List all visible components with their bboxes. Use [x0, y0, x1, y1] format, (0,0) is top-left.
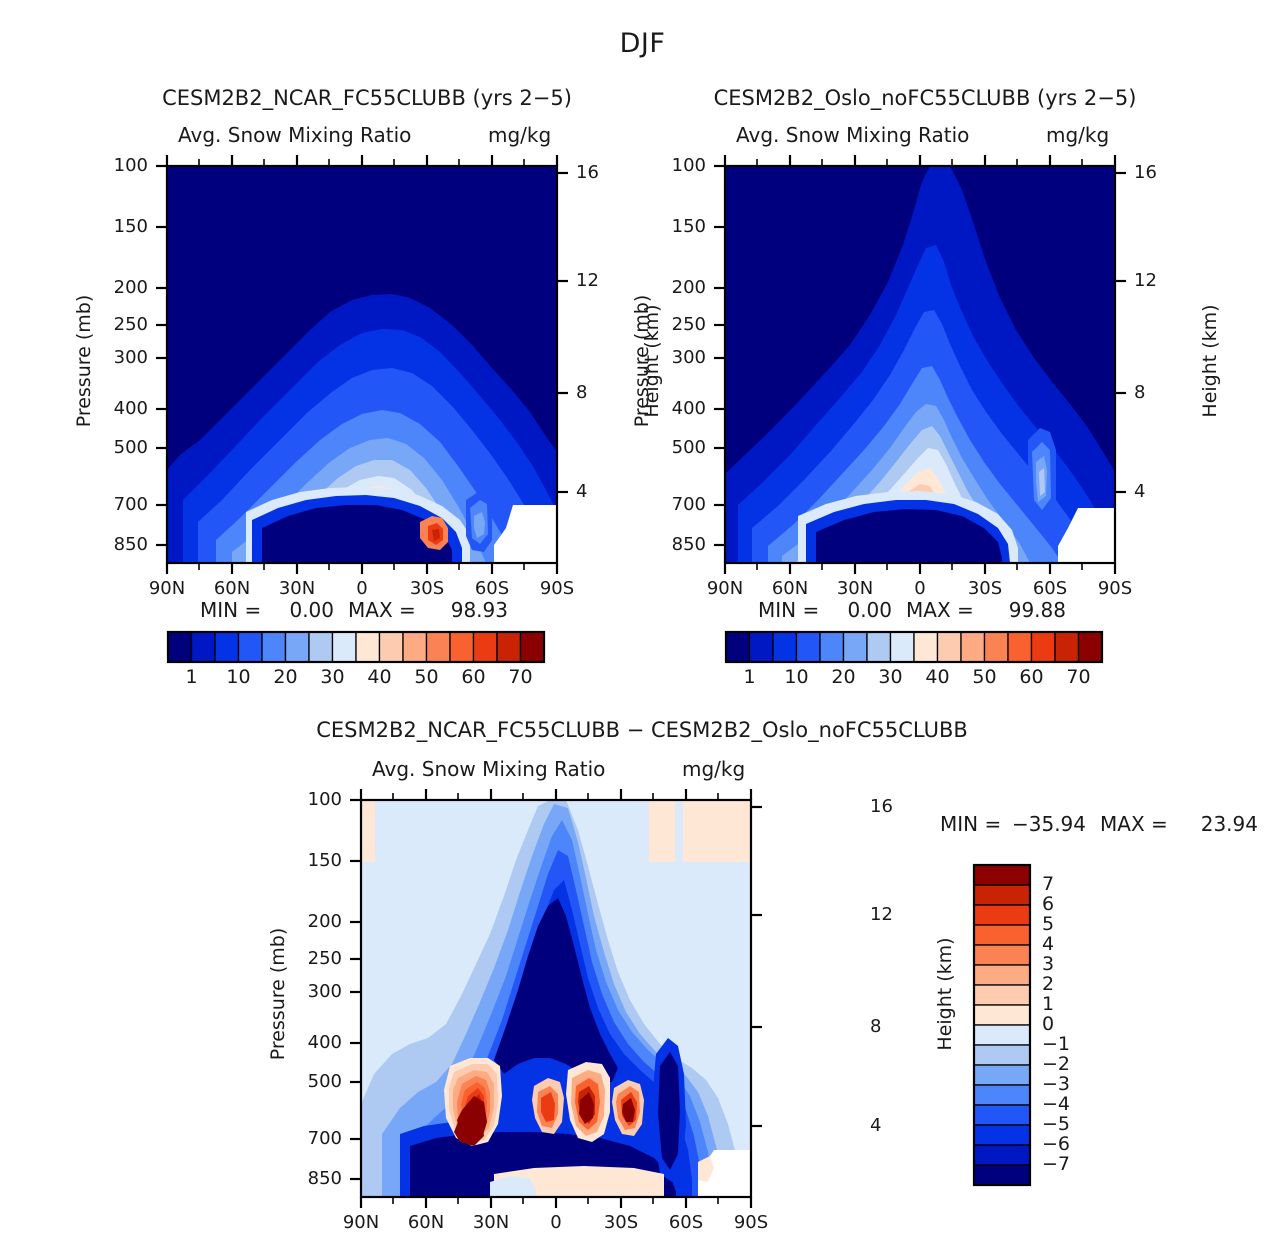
- colorbar-tick-label: 60: [1019, 666, 1044, 688]
- colorbar-tick-label: 20: [831, 666, 856, 688]
- colorbar-tick-label: 40: [925, 666, 950, 688]
- colorbar-tick-label: 10: [226, 666, 251, 688]
- colorbar-cell: [973, 1064, 1031, 1086]
- colorbar-tick-label: 70: [508, 666, 533, 688]
- colorbar-cell: [973, 1024, 1031, 1046]
- panel-title-diff: CESM2B2_NCAR_FC55CLUBB − CESM2B2_Oslo_no…: [316, 718, 968, 742]
- y-ticks-height-diff: [751, 805, 762, 1128]
- colorbar-cell: [973, 1124, 1031, 1146]
- colorbar-tick-label: −2: [1042, 1053, 1071, 1075]
- colorbar-tick-label: 3: [1042, 953, 1055, 975]
- plot-right[interactable]: [558, 0, 1258, 620]
- x-ticks-top-diff: [359, 789, 753, 800]
- colorbar-cell: [167, 631, 193, 663]
- colorbar-cell: [973, 1004, 1031, 1026]
- colorbar-tick-label: 1: [185, 666, 198, 688]
- season-title: DJF: [619, 28, 666, 59]
- panel-title-right: CESM2B2_Oslo_noFC55CLUBB (yrs 2−5): [713, 86, 1137, 110]
- colorbar-tick-label: −7: [1042, 1153, 1071, 1175]
- contour-field-right: [725, 166, 1115, 563]
- x-ticks-bottom-diff: [359, 1197, 753, 1208]
- colorbar-tick-label: −3: [1042, 1073, 1071, 1095]
- colorbar-tick-label: −4: [1042, 1093, 1071, 1115]
- colorbar-tick-label: 4: [1042, 933, 1055, 955]
- colorbar-cell: [973, 1044, 1031, 1066]
- colorbar-tick-label: 20: [273, 666, 298, 688]
- colorbar-horizontal-right[interactable]: [558, 0, 1258, 700]
- colorbar-tick-label: 30: [878, 666, 903, 688]
- panel-subtitle-diff-variable: Avg. Snow Mixing Ratio: [372, 757, 606, 781]
- y-ticks-height-left: [557, 171, 568, 494]
- colorbar-cell: [973, 1164, 1031, 1186]
- x-ticks-bottom-right: [723, 563, 1117, 574]
- colorbar-cell: [973, 1104, 1031, 1126]
- panel-subtitle-left-variable: Avg. Snow Mixing Ratio: [178, 123, 412, 147]
- colorbar-tick-label: 1: [1042, 993, 1055, 1015]
- panel-subtitle-right-units: mg/kg: [1046, 123, 1110, 147]
- y-ticks-pressure-diff: [350, 798, 361, 1181]
- colorbar-cell: [973, 1084, 1031, 1106]
- x-ticks-top-right: [723, 155, 1117, 166]
- colorbar-cell: [973, 864, 1031, 886]
- colorbar-tick-label: 0: [1042, 1013, 1055, 1035]
- colorbar-cell: [973, 1144, 1031, 1166]
- y-ticks-pressure-left: [156, 164, 167, 547]
- colorbar-cell: [973, 904, 1031, 926]
- colorbar-cell: [1007, 631, 1033, 663]
- colorbar-cell: [960, 631, 986, 663]
- colorbar-vertical-diff[interactable]: [960, 845, 1120, 1205]
- colorbar-cell: [973, 924, 1031, 946]
- colorbar-tick-label: 6: [1042, 893, 1055, 915]
- panel-subtitle-left-units: mg/kg: [488, 123, 552, 147]
- panel-subtitle-right-variable: Avg. Snow Mixing Ratio: [736, 123, 970, 147]
- colorbar-tick-label: 10: [784, 666, 809, 688]
- colorbar-tick-label: 7: [1042, 873, 1055, 895]
- contour-field-diff: [361, 800, 751, 1197]
- colorbar-tick-label: 5: [1042, 913, 1055, 935]
- colorbar-cell: [1030, 631, 1056, 663]
- colorbar-tick-label: 50: [414, 666, 439, 688]
- colorbar-tick-label: 30: [320, 666, 345, 688]
- colorbar-tick-label: 40: [367, 666, 392, 688]
- colorbar-cell: [973, 964, 1031, 986]
- colorbar-cell: [1077, 631, 1103, 663]
- colorbar-cell: [973, 944, 1031, 966]
- colorbar-tick-label: −1: [1042, 1033, 1071, 1055]
- colorbar-tick-label: −6: [1042, 1133, 1071, 1155]
- colorbar-cell: [973, 984, 1031, 1006]
- y-ticks-pressure-right: [714, 164, 725, 547]
- colorbar-tick-label: −5: [1042, 1113, 1071, 1135]
- colorbar-cell: [1054, 631, 1080, 663]
- colorbar-tick-label: 60: [461, 666, 486, 688]
- colorbar-horizontal-left[interactable]: [0, 0, 700, 700]
- x-ticks-top-left: [165, 155, 559, 166]
- colorbar-tick-label: 2: [1042, 973, 1055, 995]
- contour-field-left: [167, 166, 557, 563]
- panel-title-left: CESM2B2_NCAR_FC55CLUBB (yrs 2−5): [162, 86, 572, 110]
- plot-left[interactable]: [0, 0, 700, 620]
- colorbar-tick-label: 50: [972, 666, 997, 688]
- y-ticks-height-right: [1115, 171, 1126, 494]
- colorbar-tick-label: 70: [1066, 666, 1091, 688]
- colorbar-tick-label: 1: [743, 666, 756, 688]
- x-ticks-bottom-left: [165, 563, 559, 574]
- colorbar-cell: [973, 884, 1031, 906]
- panel-subtitle-diff-units: mg/kg: [682, 757, 746, 781]
- colorbar-cell: [983, 631, 1009, 663]
- plot-diff[interactable]: [194, 634, 954, 1234]
